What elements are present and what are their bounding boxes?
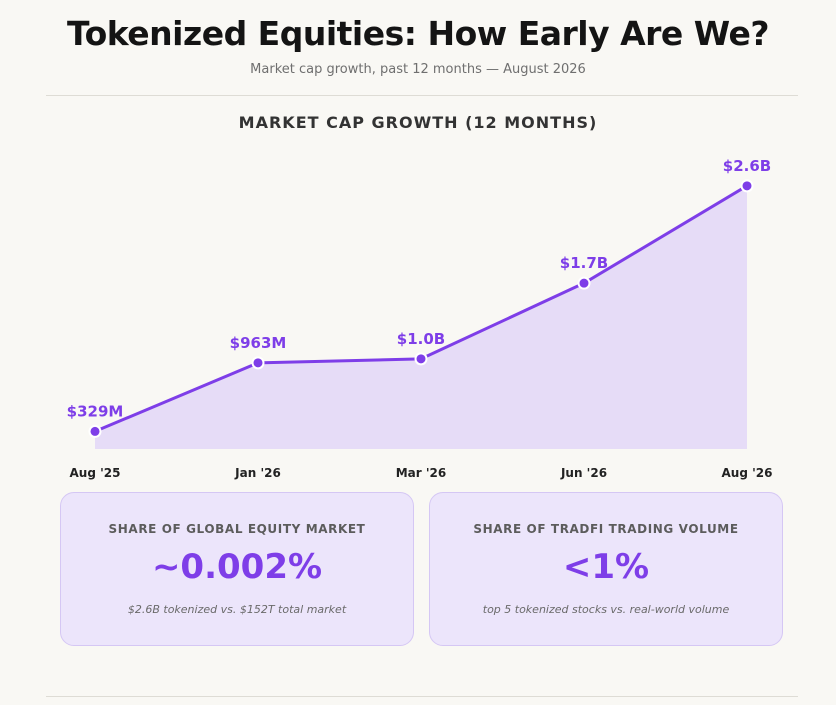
top-divider [46,95,798,96]
stat-label: SHARE OF TRADFI TRADING VOLUME [473,522,739,536]
stat-label: SHARE OF GLOBAL EQUITY MARKET [108,522,366,536]
data-point [740,179,754,193]
bottom-divider [46,696,798,697]
stat-note: $2.6B tokenized vs. $152T total market [127,603,347,616]
data-label: $963M [230,334,287,352]
stat-note: top 5 tokenized stocks vs. real-world vo… [482,603,730,616]
stat-value: ~0.002% [151,547,323,587]
market-cap-chart: $329M $963M $1.0B $1.7B $2.6B Aug '25 Jan '26… [67,157,773,480]
chart-heading: MARKET CAP GROWTH (12 MONTHS) [238,113,598,132]
stat-value: <1% [562,547,650,587]
data-label: $329M [67,402,124,420]
data-point [414,352,428,366]
data-point [577,276,591,290]
data-point [251,356,265,370]
x-tick-label: Mar '26 [396,466,447,480]
x-tick-label: Aug '25 [70,466,121,480]
x-tick-label: Aug '26 [722,466,773,480]
data-label: $2.6B [723,157,771,175]
area-fill [95,185,747,449]
stat-card-volume-share: SHARE OF TRADFI TRADING VOLUME <1% top 5… [429,492,783,646]
data-label: $1.7B [560,254,608,272]
data-point [88,424,102,438]
x-tick-label: Jan '26 [234,466,281,480]
stat-card-equity-share: SHARE OF GLOBAL EQUITY MARKET ~0.002% $2… [60,492,414,646]
data-label: $1.0B [397,330,445,348]
page-title: Tokenized Equities: How Early Are We? [66,14,770,53]
x-tick-label: Jun '26 [560,466,607,480]
page-subtitle: Market cap growth, past 12 months — Augu… [250,62,586,77]
